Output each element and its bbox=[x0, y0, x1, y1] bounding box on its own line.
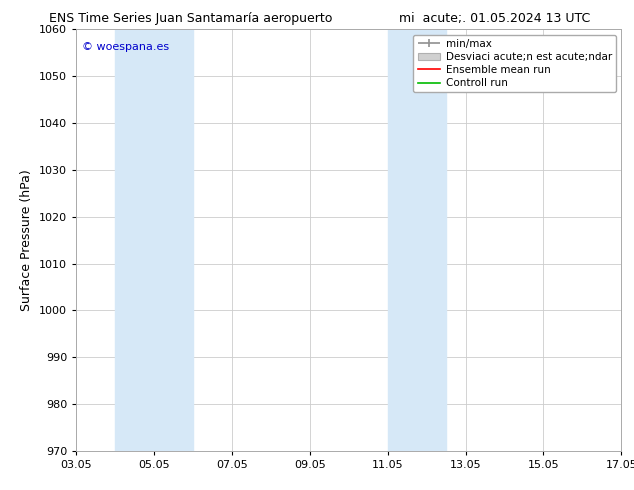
Text: © woespana.es: © woespana.es bbox=[82, 42, 169, 52]
Legend: min/max, Desviaci acute;n est acute;ndar, Ensemble mean run, Controll run: min/max, Desviaci acute;n est acute;ndar… bbox=[413, 35, 616, 92]
Y-axis label: Surface Pressure (hPa): Surface Pressure (hPa) bbox=[20, 169, 34, 311]
Text: mi  acute;. 01.05.2024 13 UTC: mi acute;. 01.05.2024 13 UTC bbox=[399, 12, 590, 25]
Text: ENS Time Series Juan Santamaría aeropuerto: ENS Time Series Juan Santamaría aeropuer… bbox=[49, 12, 332, 25]
Bar bbox=[115, 29, 193, 451]
Bar bbox=[387, 29, 446, 451]
